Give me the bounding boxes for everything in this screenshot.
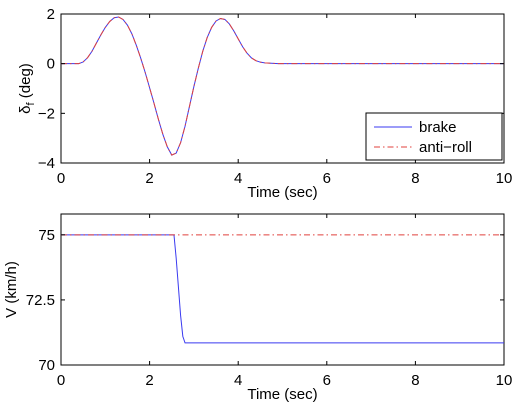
y-axis-label: V (km/h) [3,261,20,318]
x-tick-label: 4 [234,372,242,389]
x-tick-label: 0 [57,372,65,389]
series-line-anti-roll [61,16,504,156]
speed-plot: 0 2 4 6 8 10 70 72.5 75 Time (sec) V (km/h) [3,213,513,403]
legend-label-anti-roll: anti−roll [419,139,472,156]
tick-layer: 0 2 4 6 8 10 −4 −2 0 2 [38,6,512,187]
y-axis-label-rest: (deg) [17,63,34,102]
tick-layer: 0 2 4 6 8 10 70 72.5 75 [26,214,513,389]
x-tick-label: 10 [496,372,513,389]
x-axis-label: Time (sec) [247,386,317,403]
y-tick-label: 2 [47,6,55,23]
series-layer [61,16,504,156]
series-line-brake [61,234,504,344]
y-axis-label: δf (deg) [17,63,37,114]
x-tick-label: 0 [57,170,65,187]
x-tick-label: 6 [323,372,331,389]
x-axis-label: Time (sec) [247,184,317,201]
series-layer [61,234,504,344]
y-axis-label-main: δ [17,105,34,113]
y-tick-label: 0 [47,56,55,73]
y-tick-label: −2 [38,105,55,122]
y-tick-label: 70 [38,357,55,374]
legend: brake anti−roll [365,112,503,161]
x-tick-label: 4 [234,170,242,187]
y-axis-label-sub: f [25,101,37,105]
x-tick-label: 10 [496,170,513,187]
x-tick-label: 6 [323,170,331,187]
legend-box [365,112,503,161]
x-tick-label: 8 [411,170,419,187]
legend-label-brake: brake [419,119,457,136]
steering-angle-plot: 0 2 4 6 8 10 −4 −2 0 2 Time (sec) δf (deg) brake … [17,6,512,201]
x-tick-label: 8 [411,372,419,389]
y-tick-label: 75 [38,227,55,244]
y-tick-label: 72.5 [26,292,55,309]
plot-frame [60,213,505,366]
y-tick-label: −4 [38,155,55,172]
x-tick-label: 2 [145,372,153,389]
x-tick-label: 2 [145,170,153,187]
